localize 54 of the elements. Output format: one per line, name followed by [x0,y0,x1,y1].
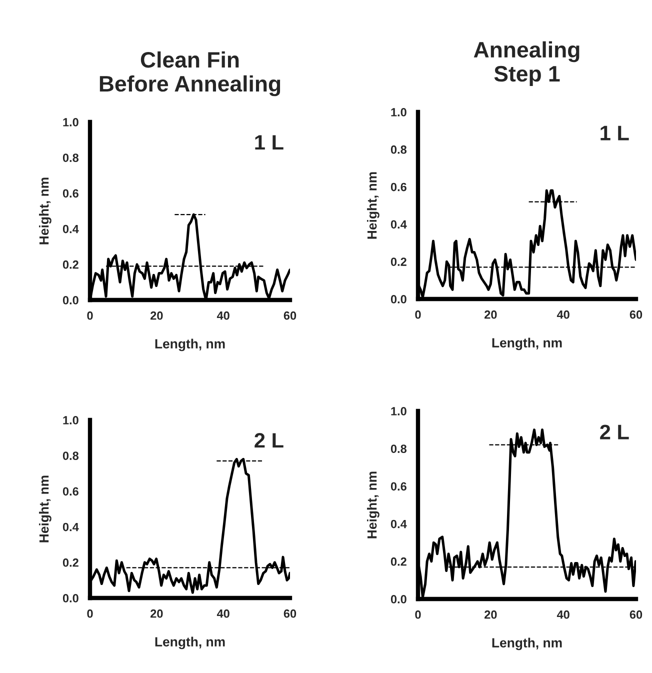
annotation: 2 L [254,433,284,448]
x-tick-label: 20 [150,609,163,618]
x-axis-title: Length, nm [155,338,225,352]
y-tick-label: 0.8 [390,444,407,453]
y-tick-label: 1.0 [391,407,406,416]
y-tick-label: 0.6 [62,487,78,496]
y-tick-label: 0.8 [62,154,79,162]
y-tick-label: 1.0 [391,108,406,116]
x-tick-label: 60 [284,609,296,618]
y-tick-label: 0.4 [62,522,79,532]
y-tick-label: 0.6 [390,182,406,192]
x-tick-label: 0 [87,311,93,320]
y-tick-label: 0.0 [62,296,78,304]
y-tick-label: 0.6 [390,482,406,491]
y-tick-label: 0.2 [62,260,78,269]
x-tick-label: 0 [87,609,93,618]
x-axis-title: Length, nm [155,636,225,650]
y-tick-label: 0.0 [390,295,406,304]
x-tick-label: 0 [415,310,421,319]
annotation: 1 L [600,126,629,140]
x-tick-label: 60 [630,310,642,319]
x-axis-title: Length, nm [492,638,562,650]
x-tick-label: 60 [630,610,642,619]
x-tick-label: 20 [484,610,497,619]
y-axis-title: Height, nm [39,476,52,542]
annotation: 1 L [255,135,284,150]
y-tick-label: 1.0 [63,118,78,126]
y-tick-label: 0.0 [62,594,78,602]
chart-title: Clean Fin Before Annealing [100,51,280,96]
x-tick-label: 60 [284,311,296,320]
x-tick-label: 20 [150,311,163,320]
y-axis-title: Height, nm [367,472,380,538]
y-axis-title: Height, nm [39,178,52,244]
x-tick-label: 40 [556,610,570,619]
y-axis-title: Height, nm [367,172,380,239]
x-axis-title: Length, nm [492,338,562,350]
y-tick-label: 0.4 [390,520,407,528]
y-tick-label: 0.4 [62,224,79,234]
annotation: 2 L [600,424,629,440]
x-tick-label: 40 [216,609,230,618]
x-tick-label: 40 [216,311,230,320]
x-tick-label: 20 [484,310,497,319]
x-tick-label: 0 [415,610,421,619]
y-tick-label: 0.2 [62,558,78,567]
chart-title: Annealing Step 1 [474,41,580,86]
y-tick-label: 0.4 [390,220,407,229]
y-tick-label: 0.0 [390,595,406,604]
y-tick-label: 0.2 [390,557,406,566]
y-tick-label: 0.6 [62,189,78,198]
y-tick-label: 0.2 [390,258,406,266]
y-tick-label: 0.8 [390,145,407,154]
y-tick-label: 1.0 [63,416,78,424]
x-tick-label: 40 [556,310,570,319]
y-tick-label: 0.8 [62,452,79,460]
